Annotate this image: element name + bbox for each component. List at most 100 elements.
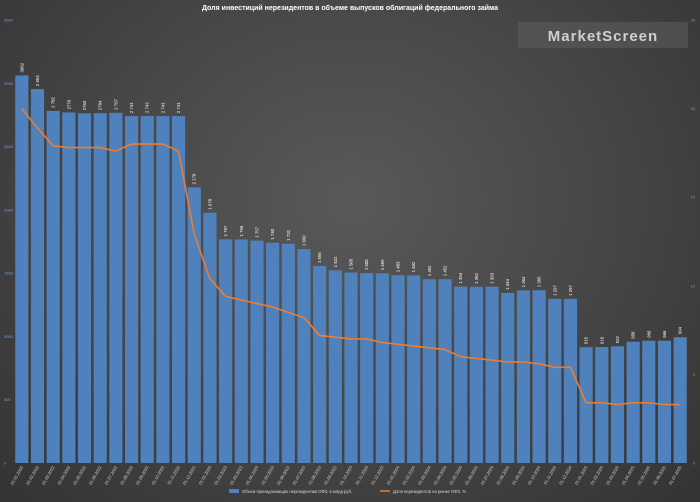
y-axis-right: 0 5 10 15 20 25 (691, 18, 696, 466)
bar (454, 286, 468, 463)
bar-data-label: 1 757 (254, 226, 259, 237)
bar-data-label: 1 392 (474, 272, 479, 283)
x-tick-label: 01.10.2023 (339, 464, 354, 485)
bar-data-label: 1 365 (537, 276, 542, 287)
bar (673, 337, 687, 463)
bar-data-label: 1 740 (270, 228, 275, 239)
bar-data-label: 2 954 (35, 75, 40, 86)
bar (156, 116, 170, 463)
bar (62, 112, 76, 463)
bar (391, 275, 405, 463)
legend-label-bars: Объем принадлежащих нерезидентам ОФЗ, в … (242, 489, 352, 494)
bar (579, 347, 593, 463)
bar-data-label: 922 (615, 336, 620, 344)
y-left-tick-label: 2500 (4, 144, 14, 149)
bar (266, 242, 280, 463)
line-series (21, 108, 681, 406)
bar-data-label: 1 452 (443, 265, 448, 276)
x-tick-label: 01.03.2024 (417, 464, 432, 485)
bar-data-label: 958 (631, 331, 636, 339)
bar-data-label: 1 505 (349, 258, 354, 269)
bar (187, 187, 201, 463)
bar-data-label: 1 500 (364, 259, 369, 270)
x-tick-label: 01.11.2024 (542, 464, 557, 485)
y-left-tick-label: 0 (4, 461, 7, 466)
bar (203, 212, 217, 463)
y-left-tick-label: 3500 (4, 18, 14, 23)
x-tick-label: 01.03.2022 (41, 464, 56, 485)
bar (532, 290, 546, 463)
legend: Объем принадлежащих нерезидентам ОФЗ, в … (229, 489, 466, 494)
bar-data-label: 1 767 (223, 225, 228, 236)
y-left-tick-label: 1000 (4, 334, 14, 339)
y-right-tick-label: 25 (691, 18, 696, 23)
x-tick-label: 01.01.2023 (197, 464, 212, 485)
bar (93, 113, 107, 464)
x-tick-label: 01.06.2023 (276, 464, 291, 485)
bar (219, 239, 233, 463)
bar (109, 112, 123, 463)
y-left-tick-label: 1500 (4, 271, 14, 276)
x-axis-labels: 01.01.2022 01.02.2022 01.03.2022 01.04.2022… (9, 464, 682, 485)
x-tick-label: 01.11.2022 (166, 464, 181, 485)
y-left-tick-label: 3000 (4, 81, 14, 86)
bar (642, 340, 656, 463)
bar-data-label: 3062 (19, 62, 24, 72)
x-tick-label: 01.12.2022 (182, 464, 197, 485)
x-tick-label: 01.05.2024 (448, 464, 463, 485)
bar (77, 113, 92, 463)
x-tick-label: 01.04.2024 (433, 464, 448, 485)
x-tick-label: 01.04.2022 (56, 464, 71, 485)
bar-data-label: 2770 (66, 99, 71, 109)
bar-data-label: 1 483 (396, 261, 401, 272)
y-right-tick-label: 10 (691, 283, 696, 288)
bar (501, 292, 515, 463)
bar-data-label: 1 766 (239, 225, 244, 236)
x-tick-label: 01.06.2024 (464, 464, 479, 485)
x-tick-label: 01.01.2025 (574, 464, 589, 485)
bar-data-label: 1 690 (301, 235, 306, 246)
bar (30, 89, 45, 463)
bar (140, 115, 154, 464)
bar-data-label: 2 767 (113, 98, 118, 109)
y-axis-left: 0 500 1000 1500 2000 2500 3000 3500 (4, 18, 14, 466)
bar (360, 273, 374, 463)
bar-data-label: 2 741 (160, 102, 165, 113)
x-tick-label: 01.01.2022 (9, 464, 24, 485)
bar (375, 273, 389, 463)
bar-data-label: 1 364 (521, 276, 526, 287)
bar-data-label: 2 741 (129, 102, 134, 113)
bar (485, 286, 499, 463)
bar (313, 266, 327, 463)
y-right-tick-label: 20 (691, 106, 696, 111)
x-tick-label: 01.02.2024 (401, 464, 416, 485)
x-tick-label: 01.05.2023 (260, 464, 275, 485)
bar (171, 116, 186, 463)
bar-data-label: 994 (678, 326, 683, 334)
bar-data-label: 916 (599, 336, 604, 344)
bar-data-label: 1 732 (286, 229, 291, 240)
x-tick-label: 01.12.2024 (558, 464, 573, 485)
bar-data-label: 2764 (98, 100, 103, 110)
x-tick-label: 01.06.2025 (652, 464, 667, 485)
bar (407, 275, 421, 463)
bar-data-label: 915 (584, 336, 589, 344)
x-tick-label: 01.03.2025 (605, 464, 620, 485)
bar-data-label: 2 178 (192, 173, 197, 184)
bar-data-label: 1 344 (505, 279, 510, 290)
x-tick-label: 01.07.2025 (668, 464, 683, 485)
y-right-tick-label: 5 (693, 372, 696, 377)
x-tick-label: 01.01.2024 (386, 464, 401, 485)
x-tick-label: 01.03.2023 (229, 464, 244, 485)
x-tick-label: 01.11.2023 (354, 464, 369, 485)
bar-data-label: 1 482 (411, 261, 416, 272)
bar-data-label: 1 452 (427, 265, 432, 276)
x-tick-label: 01.07.2023 (292, 464, 307, 485)
bar-data-label: 1 978 (207, 198, 212, 209)
x-tick-label: 01.08.2023 (307, 464, 322, 485)
legend-label-line: Доля нерезидентов на рынке ОФЗ, % (393, 489, 466, 494)
bar (548, 298, 562, 463)
bar-data-label: 966 (662, 330, 667, 338)
bar-data-label: 1 522 (333, 256, 338, 267)
bar (469, 286, 483, 463)
